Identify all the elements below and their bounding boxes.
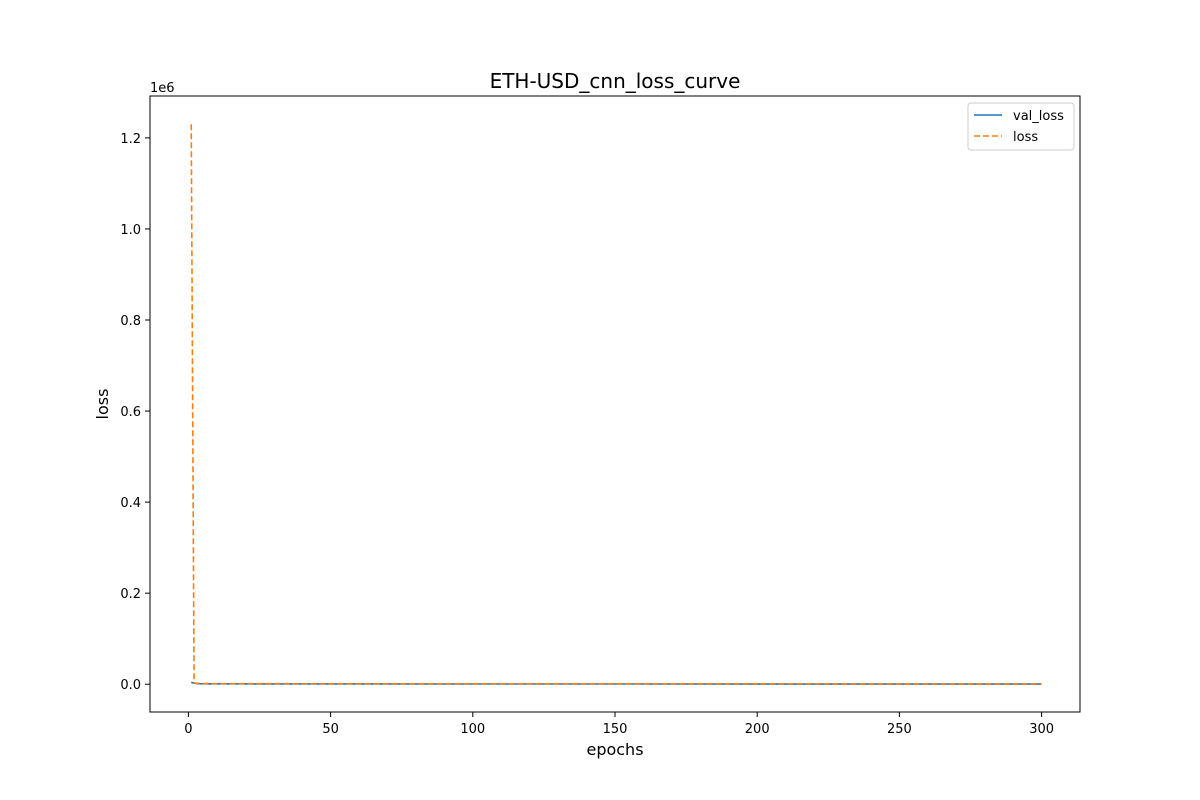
legend-label-val-loss: val_loss <box>1013 109 1064 124</box>
plot-lines <box>190 124 1042 685</box>
y-tick-label: 0.0 <box>120 678 141 693</box>
y-axis-label: loss <box>93 389 112 420</box>
x-tick-label: 150 <box>603 722 628 737</box>
x-tick-label: 0 <box>184 722 192 737</box>
x-tick-label: 250 <box>887 722 912 737</box>
x-axis-label: epochs <box>586 740 643 759</box>
chart-title: ETH-USD_cnn_loss_curve <box>490 69 741 93</box>
plot-frame <box>149 95 1081 713</box>
series-line-loss <box>190 124 1042 685</box>
y-tick-label: 0.8 <box>120 314 141 329</box>
y-tick-label: 0.6 <box>120 405 141 420</box>
y-tick-label: 1.0 <box>120 223 141 238</box>
y-tick-label: 1.2 <box>120 132 141 147</box>
x-tick-label: 300 <box>1029 722 1054 737</box>
x-tick-label: 50 <box>322 722 339 737</box>
y-axis-offset-label: 1e6 <box>150 81 175 96</box>
x-tick-label: 100 <box>460 722 485 737</box>
x-tick-label: 200 <box>745 722 770 737</box>
y-axis-ticks: 0.0 0.2 0.4 0.6 0.8 1.0 1.2 <box>120 132 150 693</box>
legend-label-loss: loss <box>1013 130 1038 145</box>
y-tick-label: 0.2 <box>120 587 141 602</box>
y-tick-label: 0.4 <box>120 496 141 511</box>
x-axis-ticks: 0 50 100 150 200 250 300 <box>184 712 1054 737</box>
